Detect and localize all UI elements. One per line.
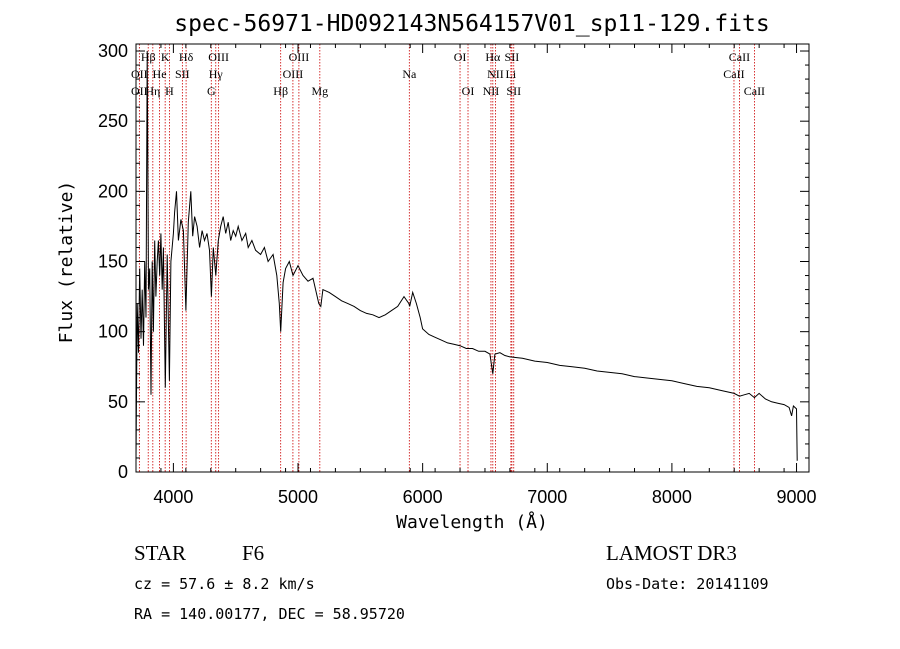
spectral-line-label: SII — [506, 84, 521, 98]
spectral-line-label: CaII — [744, 84, 765, 98]
spectral-line-label: SII — [175, 67, 190, 81]
spectral-line-label: Li — [506, 67, 517, 81]
spectral-line-label: Hβ — [273, 84, 288, 98]
spectral-line-label: Hδ — [179, 50, 194, 64]
x-tick-label: 8000 — [652, 487, 692, 507]
spectral-line-label: OII — [131, 84, 148, 98]
spectral-line-label: Mg — [311, 84, 328, 98]
spectral-line-label: NII — [487, 67, 504, 81]
x-axis-ticks: 4000 5000 6000 7000 8000 9000 — [135, 44, 817, 507]
flux-series-line — [135, 50, 798, 461]
spectral-line-label: OI — [462, 84, 475, 98]
spectral-line-label: OIII — [208, 50, 229, 64]
spectral-subclass: F6 — [242, 541, 264, 565]
spectral-line-label: G — [207, 84, 216, 98]
spectral-line-label: SII — [505, 50, 520, 64]
object-class: STAR — [134, 541, 186, 565]
spectral-line-label: Hγ — [209, 67, 224, 81]
spectral-line-label: OIII — [289, 50, 310, 64]
y-tick-label: 50 — [108, 392, 128, 412]
spectral-line-label: He — [153, 67, 167, 81]
coordinates: RA = 140.00177, DEC = 58.95720 — [134, 605, 405, 623]
plot-frame — [135, 43, 810, 473]
spectral-line-label: OI — [454, 50, 467, 64]
x-axis-label: Wavelength (Å) — [396, 511, 548, 533]
x-tick-label: 9000 — [777, 487, 817, 507]
y-tick-label: 150 — [98, 252, 128, 272]
y-axis-ticks: 0 50 100 150 200 250 300 — [98, 41, 809, 482]
obs-date: Obs-Date: 20141109 — [606, 575, 769, 593]
redshift-text: cz = 57.6 ± 8.2 km/s — [134, 575, 315, 593]
spectral-line-label: CaII — [723, 67, 744, 81]
y-tick-label: 0 — [118, 462, 128, 482]
spectral-line-label: CaII — [729, 50, 750, 64]
spectral-line-label: OIII — [283, 67, 304, 81]
x-tick-label: 5000 — [278, 487, 318, 507]
spectral-line-label: H — [165, 84, 174, 98]
spectral-line-label: Hα — [485, 50, 501, 64]
x-tick-label: 6000 — [403, 487, 443, 507]
y-axis-label: Flux (relative) — [56, 181, 77, 344]
spectral-line-label: Hη — [145, 84, 160, 98]
y-tick-label: 250 — [98, 111, 128, 131]
x-tick-label: 7000 — [527, 487, 567, 507]
x-tick-label: 4000 — [153, 487, 193, 507]
y-tick-label: 200 — [98, 181, 128, 201]
spectral-line-label: NII — [483, 84, 500, 98]
chart-title: spec-56971-HD092143N564157V01_sp11-129.f… — [174, 11, 769, 37]
y-tick-label: 300 — [98, 41, 128, 61]
survey-name: LAMOST DR3 — [606, 541, 737, 565]
spectral-line-label: K — [161, 50, 170, 64]
y-tick-label: 100 — [98, 322, 128, 342]
spectral-line-label: Hβ — [141, 50, 156, 64]
spectral-line-label: OII — [131, 67, 148, 81]
spectral-line-labels: Hβ K Hδ OIII OIII OI Hα SII CaII OII He SII Hγ OIII Na… — [131, 50, 765, 98]
spectral-line-markers — [138, 44, 755, 472]
spectral-line-label: Na — [402, 67, 417, 81]
